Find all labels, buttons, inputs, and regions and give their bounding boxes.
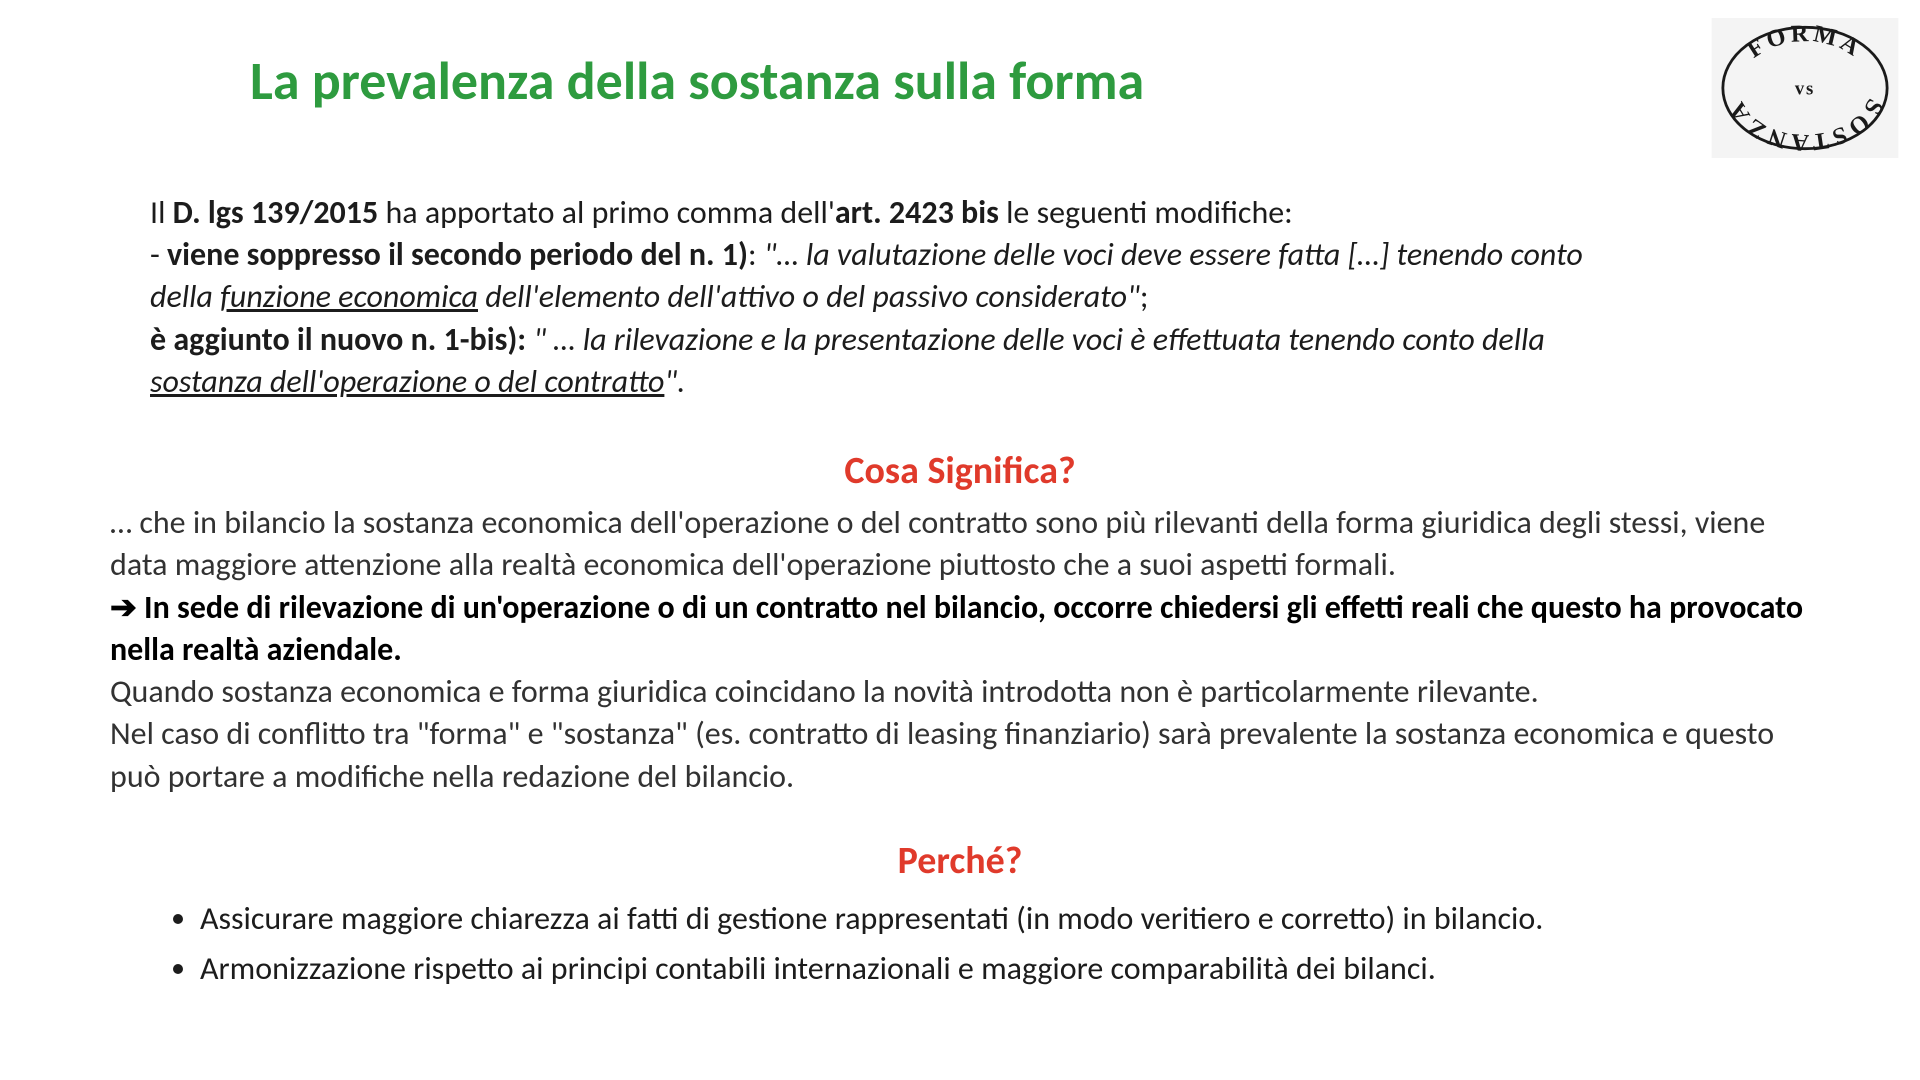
- text: Il: [150, 193, 173, 232]
- stamp-badge: FORMA vs SOSTANZA: [1710, 18, 1900, 158]
- text-italic-underline: funzione economica: [220, 277, 478, 316]
- text-italic: ".: [664, 362, 685, 401]
- text: :: [748, 235, 764, 274]
- text: le seguenti modifiche:: [999, 193, 1293, 232]
- stamp-mid-text: vs: [1795, 79, 1815, 100]
- text: ;: [1140, 277, 1149, 316]
- subheading-perche: Perché?: [110, 838, 1810, 884]
- slide: La prevalenza della sostanza sulla forma…: [0, 0, 1920, 1080]
- arrow-icon: ➔: [110, 588, 137, 627]
- text: -: [150, 235, 167, 274]
- bullet-list: Assicurare maggiore chiarezza ai fatti d…: [200, 896, 1810, 993]
- text: Nel caso di conflitto tra "forma" e "sos…: [110, 714, 1774, 795]
- text-italic: " … la rilevazione e la presentazione de…: [526, 320, 1545, 359]
- text-italic-underline: sostanza dell'operazione o del contratto: [150, 362, 664, 401]
- list-item: Armonizzazione rispetto ai principi cont…: [200, 946, 1810, 992]
- text-bold: è aggiunto il nuovo n. 1-bis):: [150, 320, 526, 359]
- text-bold: D. lgs 139/2015: [173, 193, 379, 232]
- slide-title: La prevalenza della sostanza sulla forma: [250, 48, 1810, 114]
- cosa-paragraph: … che in bilancio la sostanza economica …: [110, 502, 1810, 798]
- subheading-cosa: Cosa Significa?: [110, 448, 1810, 494]
- text-bold: viene soppresso il secondo periodo del n…: [167, 235, 748, 274]
- text-bold: art. 2423 bis: [835, 193, 999, 232]
- text: ha apportato al primo comma dell': [378, 193, 835, 232]
- list-item: Assicurare maggiore chiarezza ai fatti d…: [200, 896, 1810, 942]
- intro-paragraph: Il D. lgs 139/2015 ha apportato al primo…: [150, 192, 1630, 403]
- text-bold: In sede di rilevazione di un'operazione …: [110, 588, 1803, 669]
- text-italic: dell'elemento dell'attivo o del passivo …: [478, 277, 1140, 316]
- text: … che in bilancio la sostanza economica …: [110, 503, 1765, 584]
- text: Quando sostanza economica e forma giurid…: [110, 672, 1539, 711]
